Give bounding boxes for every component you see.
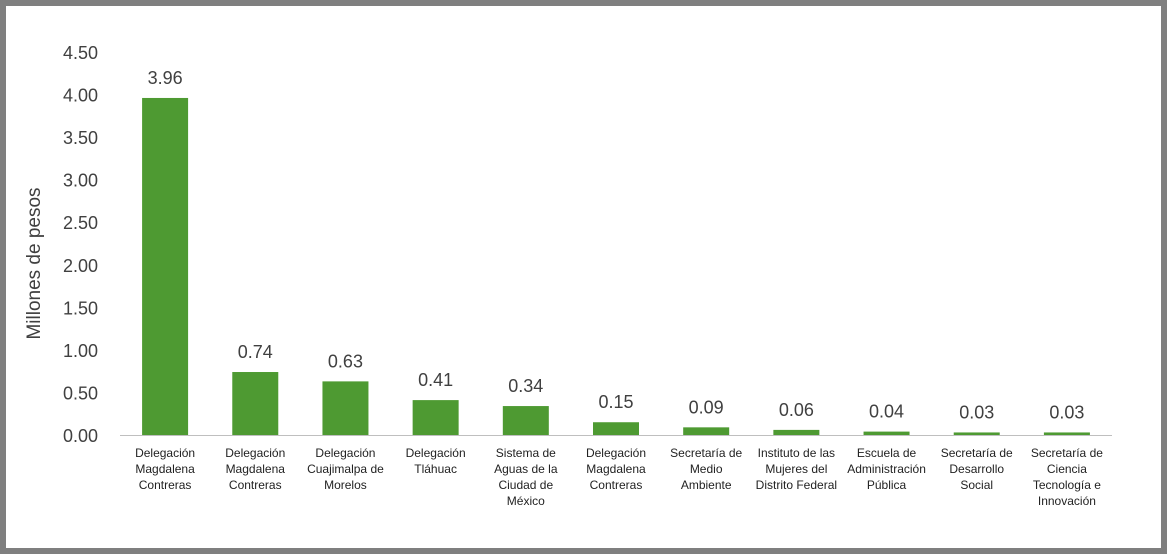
bar-data-label: 0.15 bbox=[598, 392, 633, 412]
y-tick-label: 3.50 bbox=[63, 128, 98, 148]
y-tick-label: 4.50 bbox=[63, 43, 98, 63]
y-tick-label: 2.00 bbox=[63, 256, 98, 276]
y-tick-label: 3.00 bbox=[63, 171, 98, 191]
x-category-label: Secretaría de Ciencia Tecnología e Innov… bbox=[1030, 446, 1103, 508]
x-category-label: Instituto de las Mujeres del Distrito Fe… bbox=[755, 446, 838, 492]
y-axis-tick-labels: 0.00 0.50 1.00 1.50 2.00 2.50 3.00 3.50 4.00 4.50 bbox=[63, 43, 98, 446]
bar-data-label: 0.41 bbox=[418, 370, 453, 390]
bar bbox=[953, 432, 1000, 435]
bar-data-label: 0.74 bbox=[238, 342, 273, 362]
x-category-label: Delegación Cuajimalpa de Morelos bbox=[307, 446, 384, 492]
y-tick-label: 4.00 bbox=[63, 86, 98, 106]
bar-data-label: 0.03 bbox=[959, 402, 994, 422]
bar-data-label: 0.34 bbox=[508, 376, 543, 396]
bar bbox=[773, 429, 820, 435]
x-category-label: Delegación Magdalena Contreras bbox=[225, 446, 286, 492]
data-labels: 3.96 0.74 0.63 0.41 0.34 0.15 0.09 0.06 0.04 0.03… bbox=[148, 68, 1085, 422]
bars bbox=[142, 97, 1090, 436]
bar bbox=[683, 427, 730, 435]
bar-data-label: 0.09 bbox=[689, 397, 724, 417]
y-tick-label: 0.00 bbox=[63, 426, 98, 446]
x-category-label: Delegación Magdalena Contreras bbox=[585, 446, 647, 492]
bar bbox=[412, 400, 459, 435]
bar-data-label: 3.96 bbox=[148, 68, 183, 88]
x-category-label: Delegación Tláhuac bbox=[405, 446, 466, 476]
x-category-label: Delegación Magdalena Contreras bbox=[135, 446, 196, 492]
x-category-label: Secretaría de Desarrollo Social bbox=[940, 446, 1013, 492]
x-category-label: Sistema de Aguas de la Ciudad de México bbox=[494, 446, 558, 508]
bar bbox=[502, 406, 549, 435]
x-category-label: Secretaría de Medio Ambiente bbox=[670, 446, 743, 492]
y-axis-title: Millones de pesos bbox=[24, 187, 45, 339]
y-tick-label: 0.50 bbox=[63, 383, 98, 403]
y-tick-label: 1.00 bbox=[63, 341, 98, 361]
x-category-label: Escuela de Administración Pública bbox=[847, 446, 926, 492]
bar-data-label: 0.06 bbox=[779, 400, 814, 420]
bar bbox=[593, 422, 639, 435]
bar-data-label: 0.04 bbox=[869, 402, 904, 422]
bar-data-label: 0.63 bbox=[328, 351, 363, 371]
bar bbox=[322, 381, 369, 435]
bar-data-label: 0.03 bbox=[1049, 402, 1084, 422]
y-tick-label: 1.50 bbox=[63, 298, 98, 318]
bar bbox=[863, 431, 910, 435]
bar bbox=[232, 372, 279, 435]
bar bbox=[1043, 432, 1090, 435]
y-tick-label: 2.50 bbox=[63, 213, 98, 233]
bar bbox=[142, 97, 189, 436]
